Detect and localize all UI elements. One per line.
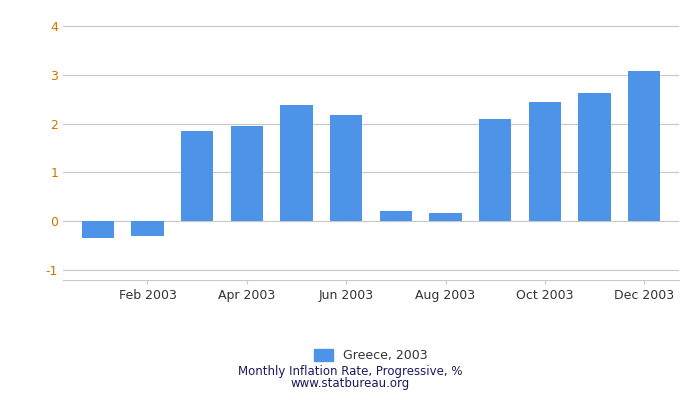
Bar [231,126,263,221]
Text: Monthly Inflation Rate, Progressive, %: Monthly Inflation Rate, Progressive, % [238,366,462,378]
Bar [132,221,164,236]
Bar [330,115,363,221]
Bar [578,93,610,221]
Bar [280,106,313,221]
Bar [528,102,561,221]
Bar [429,213,462,221]
Bar [82,221,114,238]
Bar [479,119,511,221]
Bar [379,210,412,221]
Bar [181,131,214,221]
Legend: Greece, 2003: Greece, 2003 [309,344,433,367]
Bar [628,71,660,221]
Text: www.statbureau.org: www.statbureau.org [290,378,410,390]
